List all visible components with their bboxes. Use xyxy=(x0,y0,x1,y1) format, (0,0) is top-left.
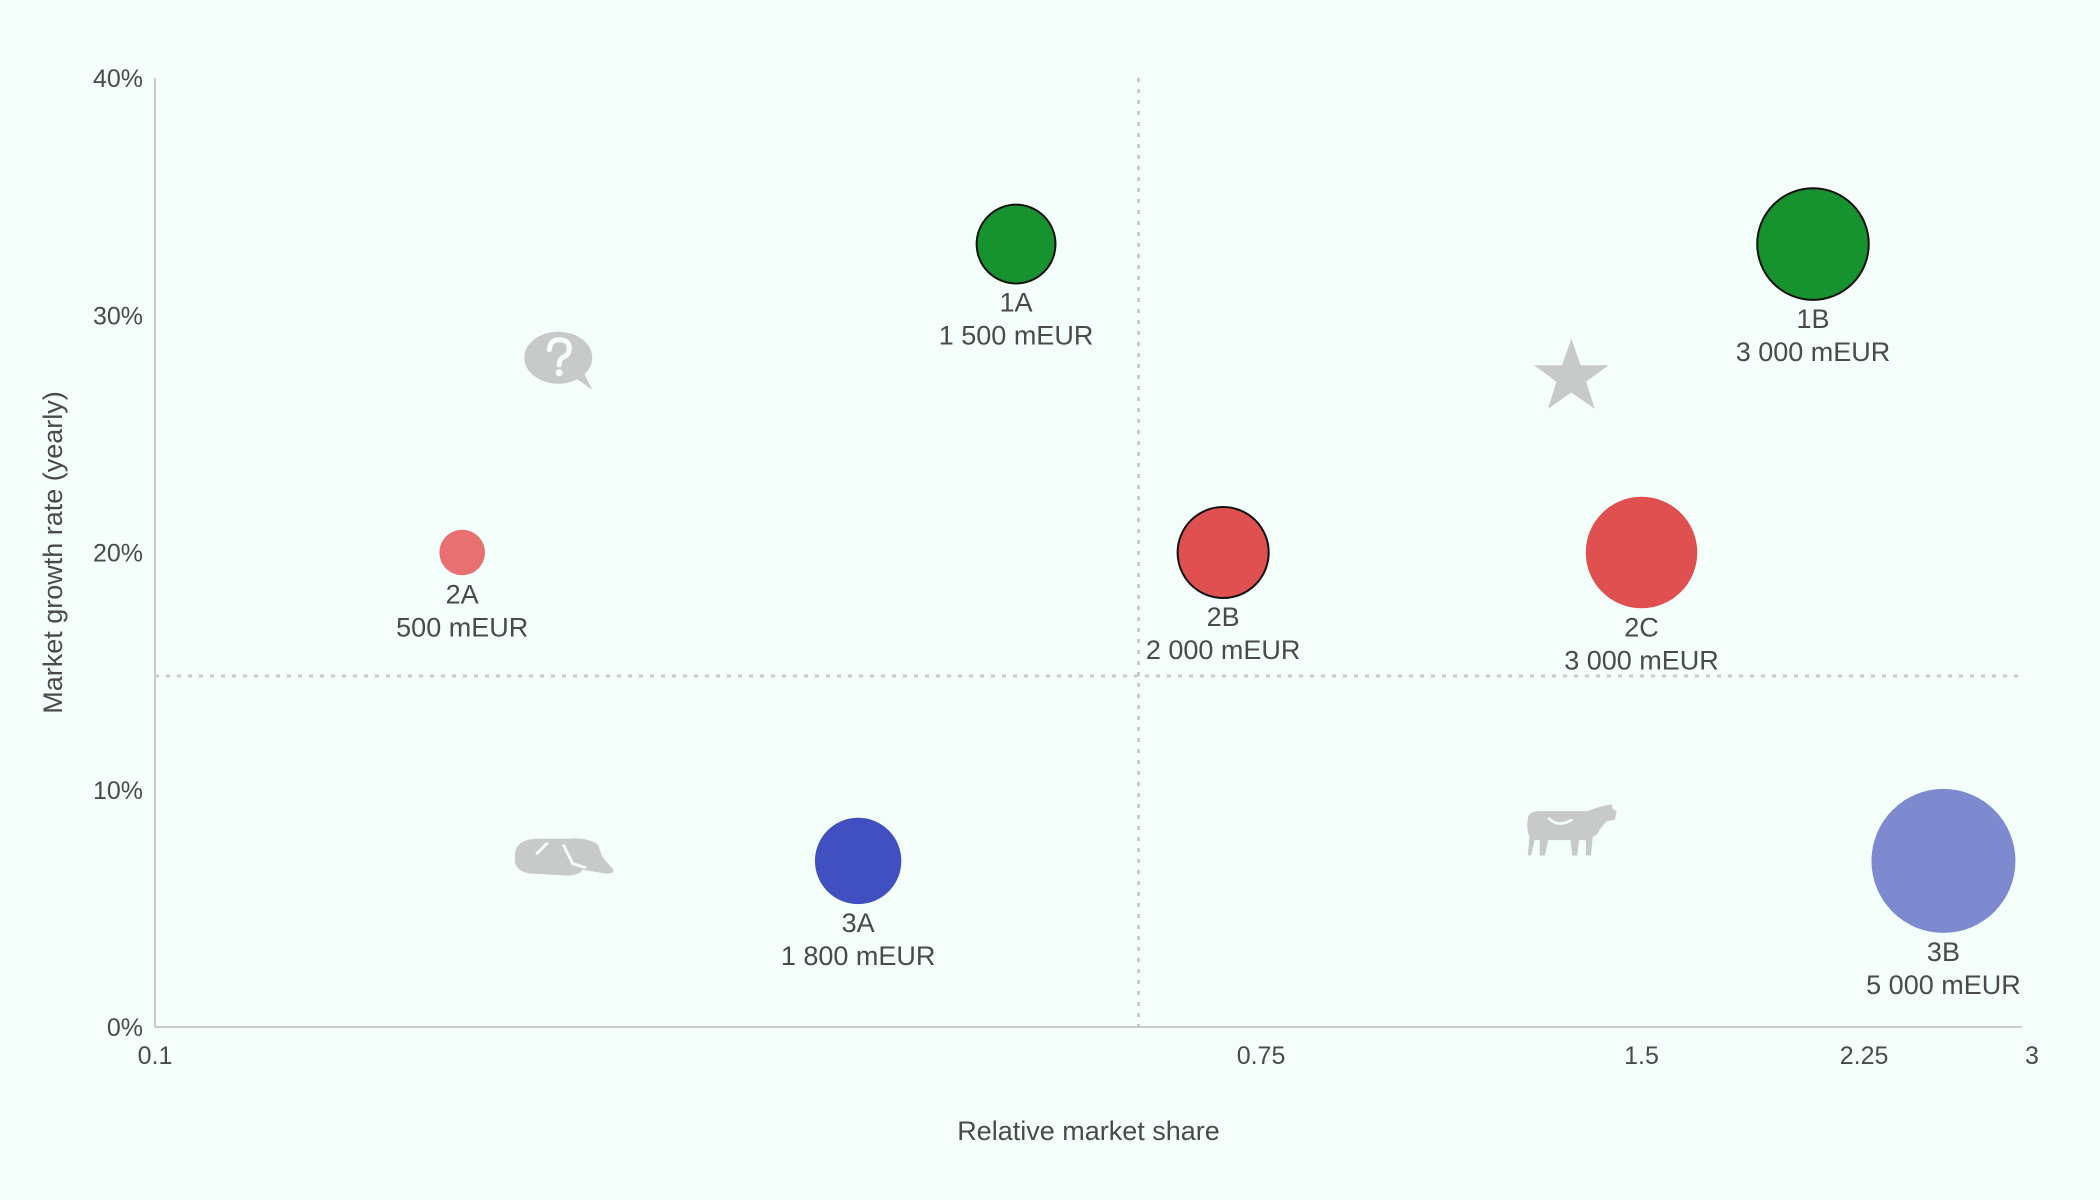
bubble-1a[interactable] xyxy=(975,203,1057,285)
bubble-3b[interactable] xyxy=(1871,788,2016,933)
question-mark-icon xyxy=(524,332,592,390)
y-tick-label: 30% xyxy=(93,302,143,330)
x-axis-title: Relative market share xyxy=(957,1116,1220,1146)
bubble-2b[interactable] xyxy=(1176,505,1270,600)
bubble-value-label: 3 000 mEUR xyxy=(1564,645,1719,675)
bubble-id-label: 2B xyxy=(1207,602,1240,632)
bubble-value-label: 2 000 mEUR xyxy=(1146,635,1301,665)
bubble-2c[interactable] xyxy=(1585,496,1698,609)
bubble-id-label: 3A xyxy=(842,908,875,938)
x-axis-ticks: 0.1 0.75 1.5 2.25 3 xyxy=(138,1042,2039,1070)
bubble-value-label: 500 mEUR xyxy=(396,612,528,642)
y-axis-ticks: 0% 10% 20% 30% 40% xyxy=(93,65,143,1042)
bubble-value-label: 5 000 mEUR xyxy=(1866,970,2021,1000)
plot-area xyxy=(154,78,2022,1028)
x-tick-label: 2.25 xyxy=(1840,1042,1889,1070)
quadrant-icons xyxy=(513,332,1618,877)
x-tick-label: 0.1 xyxy=(138,1042,173,1070)
bubble-id-label: 2A xyxy=(446,579,479,609)
y-tick-label: 40% xyxy=(93,65,143,93)
y-tick-label: 10% xyxy=(93,777,143,805)
bubble-id-label: 1A xyxy=(1000,288,1033,318)
cow-icon xyxy=(1525,802,1618,857)
bubble-id-label: 3B xyxy=(1927,937,1960,967)
dog-icon xyxy=(513,836,616,877)
bubble-value-label: 3 000 mEUR xyxy=(1736,337,1891,367)
bubble-id-label: 2C xyxy=(1624,612,1659,642)
y-tick-label: 0% xyxy=(107,1014,143,1042)
star-icon xyxy=(1533,338,1609,409)
bubble-1b[interactable] xyxy=(1756,187,1870,301)
y-axis-title: Market growth rate (yearly) xyxy=(38,391,68,714)
bubble-2a[interactable] xyxy=(439,529,485,576)
bubble-value-label: 1 500 mEUR xyxy=(939,321,1094,351)
bubble-3a[interactable] xyxy=(814,817,902,905)
x-tick-label: 3 xyxy=(2025,1042,2039,1070)
bubble-value-label: 1 800 mEUR xyxy=(781,941,936,971)
y-tick-label: 20% xyxy=(93,540,143,568)
x-tick-label: 0.75 xyxy=(1237,1042,1286,1070)
bubble-id-label: 1B xyxy=(1796,304,1829,334)
x-tick-label: 1.5 xyxy=(1624,1042,1659,1070)
